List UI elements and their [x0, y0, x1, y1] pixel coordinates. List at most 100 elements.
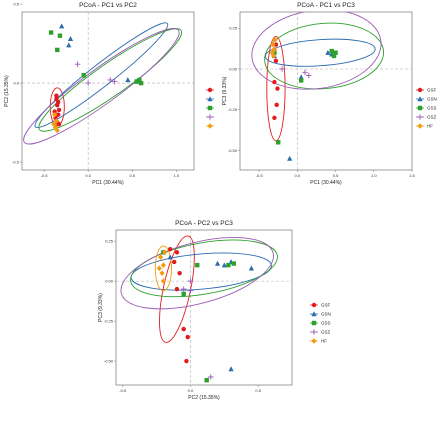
y-tick-label: -0.50 [104, 358, 114, 363]
x-tick-label: -0.5 [41, 173, 49, 178]
data-point-gsn [67, 36, 74, 42]
data-point-gsn [325, 49, 331, 55]
data-point-gsn [214, 260, 221, 266]
legend-marker-gsz [207, 114, 213, 120]
data-point-gss [231, 261, 236, 266]
y-tick-label: -0.25 [104, 318, 114, 323]
x-tick-label: 0.5 [129, 173, 135, 178]
data-point-gss [329, 48, 334, 54]
data-point-gsf [55, 112, 61, 117]
x-tick-label: 1.5 [409, 173, 415, 178]
x-axis-label: PC1 (30.44%) [310, 180, 342, 186]
data-point-gsn [298, 74, 304, 80]
x-axis-label: PC1 (30.44%) [92, 180, 124, 186]
y-tick-label: 0.00 [105, 279, 114, 284]
legend-marker-hf [311, 338, 317, 344]
data-point-gss [48, 30, 54, 35]
data-point-gsf [273, 58, 279, 64]
y-tick-label: 0.00 [229, 66, 238, 71]
confidence-ellipse-gsf [49, 87, 65, 127]
data-point-gsz [306, 72, 312, 79]
data-point-gss [298, 78, 304, 83]
data-point-gsf [174, 250, 180, 255]
data-point-gss [276, 140, 281, 145]
data-point-gsf [185, 334, 190, 340]
x-tick-label: 0.5 [255, 388, 261, 393]
data-point-hf [159, 270, 165, 276]
data-point-gsn [59, 23, 65, 29]
legend-marker-gsf [417, 87, 423, 93]
legend-marker-gss [207, 105, 213, 111]
y-tick-label: 0.5 [13, 2, 19, 7]
y-tick-label: 0.25 [229, 26, 238, 31]
data-point-gsf [275, 86, 280, 91]
data-point-gsf [181, 326, 186, 332]
legend-label: GSN [427, 97, 437, 102]
legend-marker-gsn [311, 311, 317, 317]
x-axis-label: PC2 (15.35%) [188, 395, 220, 401]
x-tick-label: -0.5 [119, 388, 127, 393]
x-tick-label: 0.0 [85, 173, 91, 178]
legend-label: HF [427, 124, 433, 129]
legend-label: GSN [321, 312, 331, 317]
data-point-gsn [167, 254, 173, 260]
confidence-ellipse-gsz [251, 12, 382, 90]
y-tick-label: 0.25 [105, 239, 114, 244]
data-point-gss [81, 73, 86, 78]
data-point-hf [270, 41, 276, 48]
confidence-ellipse-hf [154, 245, 172, 292]
pcoa-panel-1: PCoA - PC1 vs PC2 -0.5 0.0 0.5 1.0 -0.5 0.0 0.5… [4, 2, 214, 186]
legend-marker-gsz [311, 329, 317, 335]
data-point-gsn [221, 262, 227, 268]
data-point-gsf [172, 259, 177, 265]
data-point-hf [272, 36, 278, 43]
data-point-hf [51, 121, 57, 127]
legend-label: GSF [427, 88, 437, 93]
data-point-gsz [107, 77, 114, 83]
legend-label: GSS [427, 106, 437, 111]
confidence-ellipse-gss [130, 239, 278, 298]
data-point-hf [160, 262, 166, 268]
data-point-gsn [228, 366, 234, 372]
y-tick-label: -0.50 [228, 148, 238, 153]
x-tick-label: 0.5 [333, 173, 339, 178]
data-point-gss [181, 291, 186, 297]
data-point-gsf [177, 270, 182, 276]
legend-label: HF [321, 339, 327, 344]
legend: GSF GSN GSS GSZ HF [416, 88, 437, 129]
data-point-gss [57, 33, 63, 38]
data-point-gsf [54, 93, 59, 98]
data-point-gss [333, 50, 338, 55]
data-layer [23, 22, 183, 145]
data-point-gsz [279, 66, 285, 72]
legend-marker-gss [311, 320, 317, 326]
y-axis-label: PC3 (9.33%) [98, 293, 104, 322]
legend-label: GSF [321, 303, 331, 308]
confidence-ellipse-gsf [266, 35, 286, 142]
legend: GSF GSN GSS GSZ HF [310, 303, 331, 344]
legend [206, 87, 214, 129]
y-axis-label: PC2 (15.35%) [4, 75, 10, 107]
legend-marker-gsf [311, 302, 317, 308]
data-point-gsz [187, 278, 194, 284]
data-point-gsf [167, 246, 173, 252]
data-point-gss [204, 378, 209, 383]
data-point-hf [52, 111, 58, 118]
y-axis-label: PC3 (9.33%) [222, 76, 228, 105]
data-point-gsf [274, 102, 279, 108]
pcoa-panel-2: PCoA - PC1 vs PC3 -0.5 0.0 0.5 1.0 1.5 0.25 0.0… [222, 2, 437, 186]
data-point-hf [156, 265, 162, 272]
chart-title: PCoA - PC1 vs PC3 [297, 2, 355, 9]
legend-marker-hf [207, 123, 213, 129]
confidence-ellipse-gsn [34, 22, 169, 128]
legend-marker-gsz [417, 114, 423, 120]
data-point-gsz [111, 78, 118, 85]
data-point-gsf [56, 121, 62, 127]
data-point-gsf [56, 107, 62, 113]
legend-label: GSZ [427, 115, 437, 120]
confidence-ellipse-gsn [264, 38, 376, 67]
y-tick-label: -0.5 [12, 160, 20, 165]
data-point-hf [271, 46, 277, 53]
data-point-hf [160, 278, 166, 284]
data-point-gss [138, 80, 144, 86]
